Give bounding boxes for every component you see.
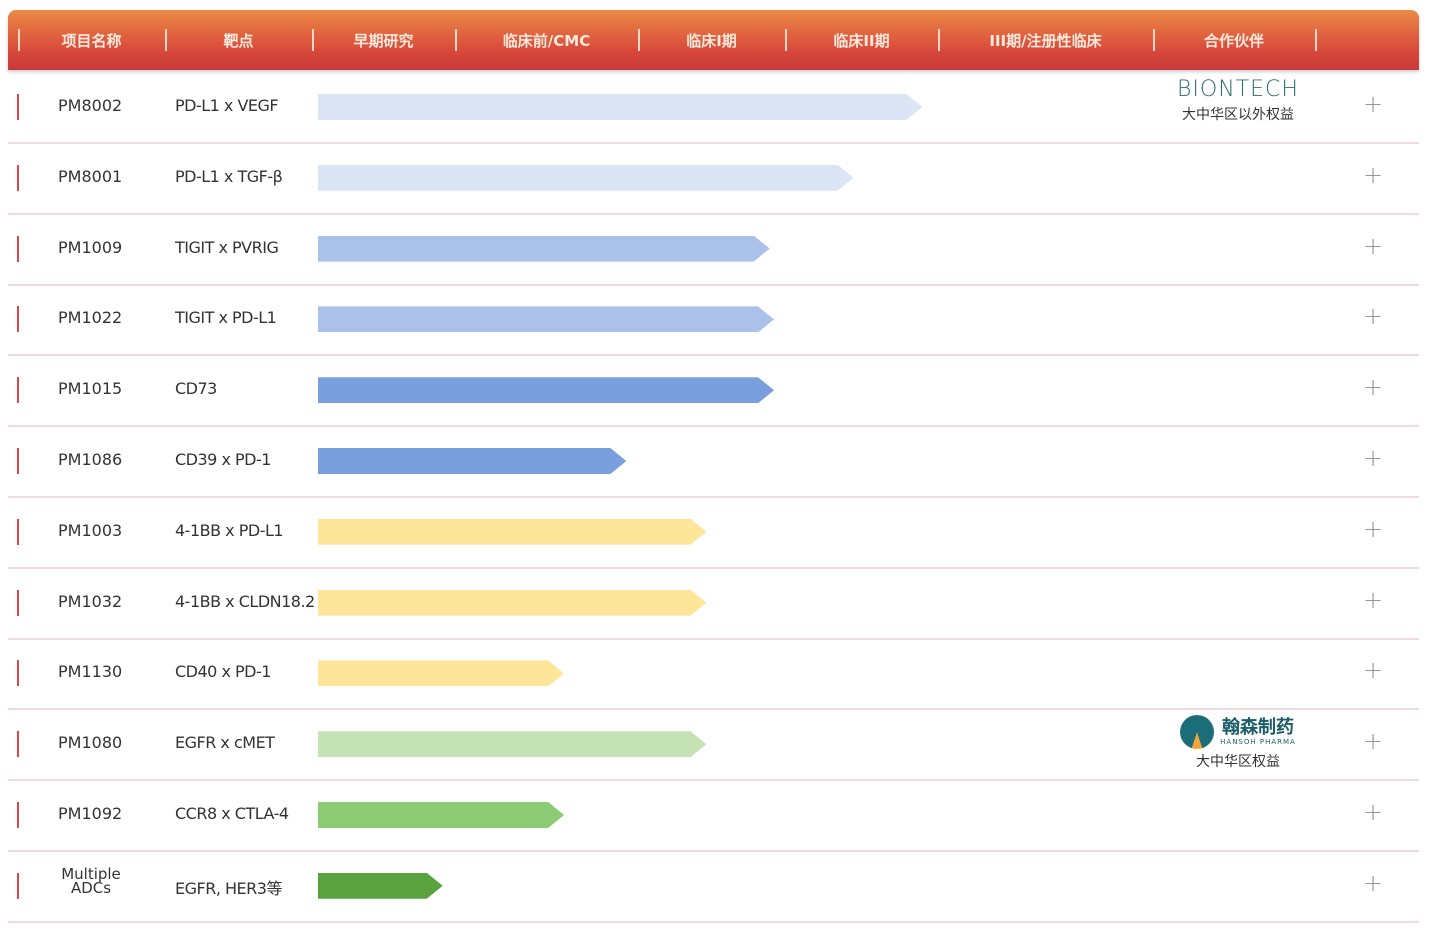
progress-bar — [318, 731, 706, 757]
progress-bar — [318, 873, 443, 899]
row-marker — [17, 518, 19, 545]
expand-plus-icon[interactable]: + — [1363, 656, 1384, 685]
project-name: PM1003 — [58, 520, 123, 540]
header-separator — [165, 29, 167, 51]
progress-bar — [318, 660, 564, 686]
partner-name: BIONTECH — [1177, 77, 1299, 102]
project-name: PM1086 — [58, 450, 123, 469]
project-name: PM1015 — [58, 379, 123, 399]
project-name: PM1009 — [58, 237, 123, 257]
row-marker — [17, 448, 19, 474]
expand-plus-icon[interactable]: + — [1363, 798, 1384, 826]
project-name: Multiple ADCs — [61, 864, 121, 897]
pipeline-row: PM1032 4-1BB x CLDN18.2 + — [8, 568, 1419, 640]
pipeline-row: PM1130 CD40 x PD-1 + — [8, 638, 1419, 711]
partner-biontech: BIONTECH 大中华区以外权益 — [1158, 78, 1318, 124]
progress-bar — [318, 519, 706, 545]
pipeline-row: PM1003 4-1BB x PD-L1 + — [8, 497, 1419, 569]
header-separator — [638, 29, 640, 51]
expand-plus-icon[interactable]: + — [1363, 868, 1384, 897]
expand-plus-icon[interactable]: + — [1363, 90, 1384, 118]
expand-plus-icon[interactable]: + — [1363, 444, 1384, 472]
pipeline-row: PM1080 EGFR x cMET 翰森制药 HANSOH PHARMA 大中华区权益… — [8, 709, 1419, 782]
row-marker — [17, 731, 19, 758]
project-name: PM8001 — [58, 166, 123, 186]
target-name: EGFR x cMET — [175, 733, 275, 753]
progress-bar — [318, 94, 922, 120]
header-phase-2: 临床II期 — [833, 32, 890, 50]
header-early-research: 早期研究 — [353, 32, 414, 50]
pipeline-row: PM1015 CD73 + — [8, 355, 1419, 428]
pipeline-row: PM1009 TIGIT x PVRIG + — [8, 214, 1419, 286]
pipeline-row: Multiple ADCs EGFR, HER3等 + — [8, 851, 1419, 923]
header-separator — [312, 29, 314, 51]
project-name: PM8002 — [58, 96, 123, 115]
row-marker — [17, 164, 19, 191]
progress-bar — [318, 802, 564, 828]
progress-bar — [318, 306, 774, 332]
target-name: PD-L1 x VEGF — [175, 96, 279, 115]
row-marker — [17, 589, 19, 616]
hansoh-logo-icon — [1180, 715, 1215, 750]
header-preclinical-cmc: 临床前/CMC — [502, 32, 591, 50]
project-name: PM1130 — [58, 662, 123, 682]
header-separator — [938, 29, 940, 51]
pipeline-header: 项目名称 靶点 早期研究 临床前/CMC 临床I期 临床II期 III期/注册性临床 合作伙伴 — [8, 10, 1419, 70]
project-name: PM1080 — [58, 733, 123, 753]
header-separator — [18, 29, 20, 51]
expand-plus-icon[interactable]: + — [1363, 373, 1384, 402]
progress-bar — [318, 377, 774, 403]
partner-rights: 大中华区以外权益 — [1182, 107, 1294, 123]
header-project-name: 项目名称 — [61, 32, 122, 50]
target-name: CD39 x PD-1 — [175, 450, 271, 469]
pipeline-row: PM1086 CD39 x PD-1 + — [8, 426, 1419, 498]
row-marker — [17, 306, 19, 333]
row-marker — [17, 872, 19, 899]
header-phase-1: 临床I期 — [686, 32, 737, 50]
target-name: TIGIT x PVRIG — [175, 237, 279, 257]
row-marker — [17, 802, 19, 828]
progress-bar — [318, 590, 706, 616]
expand-plus-icon[interactable]: + — [1363, 302, 1384, 331]
header-separator — [785, 29, 787, 51]
pipeline-row: PM8001 PD-L1 x TGF-β + — [8, 143, 1419, 215]
target-name: 4-1BB x CLDN18.2 — [175, 591, 315, 611]
target-name: PD-L1 x TGF-β — [175, 166, 283, 186]
expand-plus-icon[interactable]: + — [1363, 514, 1384, 543]
target-name: TIGIT x PD-L1 — [175, 308, 277, 328]
header-separator — [1315, 29, 1317, 51]
expand-plus-icon[interactable]: + — [1363, 585, 1384, 614]
project-name: PM1032 — [58, 591, 123, 611]
row-marker — [17, 660, 19, 687]
expand-plus-icon[interactable]: + — [1363, 231, 1384, 260]
pipeline-row: PM1092 CCR8 x CTLA-4 + — [8, 780, 1419, 852]
target-name: CD73 — [175, 379, 217, 399]
progress-bar — [318, 448, 626, 474]
row-marker — [17, 94, 19, 120]
progress-bar — [318, 236, 770, 262]
project-name: PM1092 — [58, 804, 123, 823]
project-name: PM1022 — [58, 308, 123, 328]
target-name: CCR8 x CTLA-4 — [175, 804, 289, 823]
header-phase-3-registrational: III期/注册性临床 — [989, 32, 1102, 50]
expand-plus-icon[interactable]: + — [1363, 160, 1384, 189]
header-partner: 合作伙伴 — [1203, 32, 1265, 50]
target-name: EGFR, HER3等 — [175, 878, 282, 898]
row-marker — [17, 235, 19, 262]
target-name: 4-1BB x PD-L1 — [175, 520, 284, 540]
header-separator — [1153, 29, 1155, 51]
header-target: 靶点 — [223, 32, 254, 50]
target-name: CD40 x PD-1 — [175, 662, 271, 682]
expand-plus-icon[interactable]: + — [1363, 727, 1384, 756]
partner-hansoh: 翰森制药 HANSOH PHARMA 大中华区权益 — [1158, 715, 1318, 771]
header-separator — [455, 29, 457, 51]
partner-subname: HANSOH PHARMA — [1220, 738, 1296, 747]
pipeline-row: PM1022 TIGIT x PD-L1 + — [8, 284, 1419, 357]
partner-rights: 大中华区权益 — [1196, 754, 1280, 771]
partner-name: 翰森制药 — [1221, 717, 1294, 739]
row-marker — [17, 377, 19, 404]
pipeline-row: PM8002 PD-L1 x VEGF BIONTECH 大中华区以外权益 + — [8, 72, 1419, 144]
progress-bar — [318, 165, 854, 191]
